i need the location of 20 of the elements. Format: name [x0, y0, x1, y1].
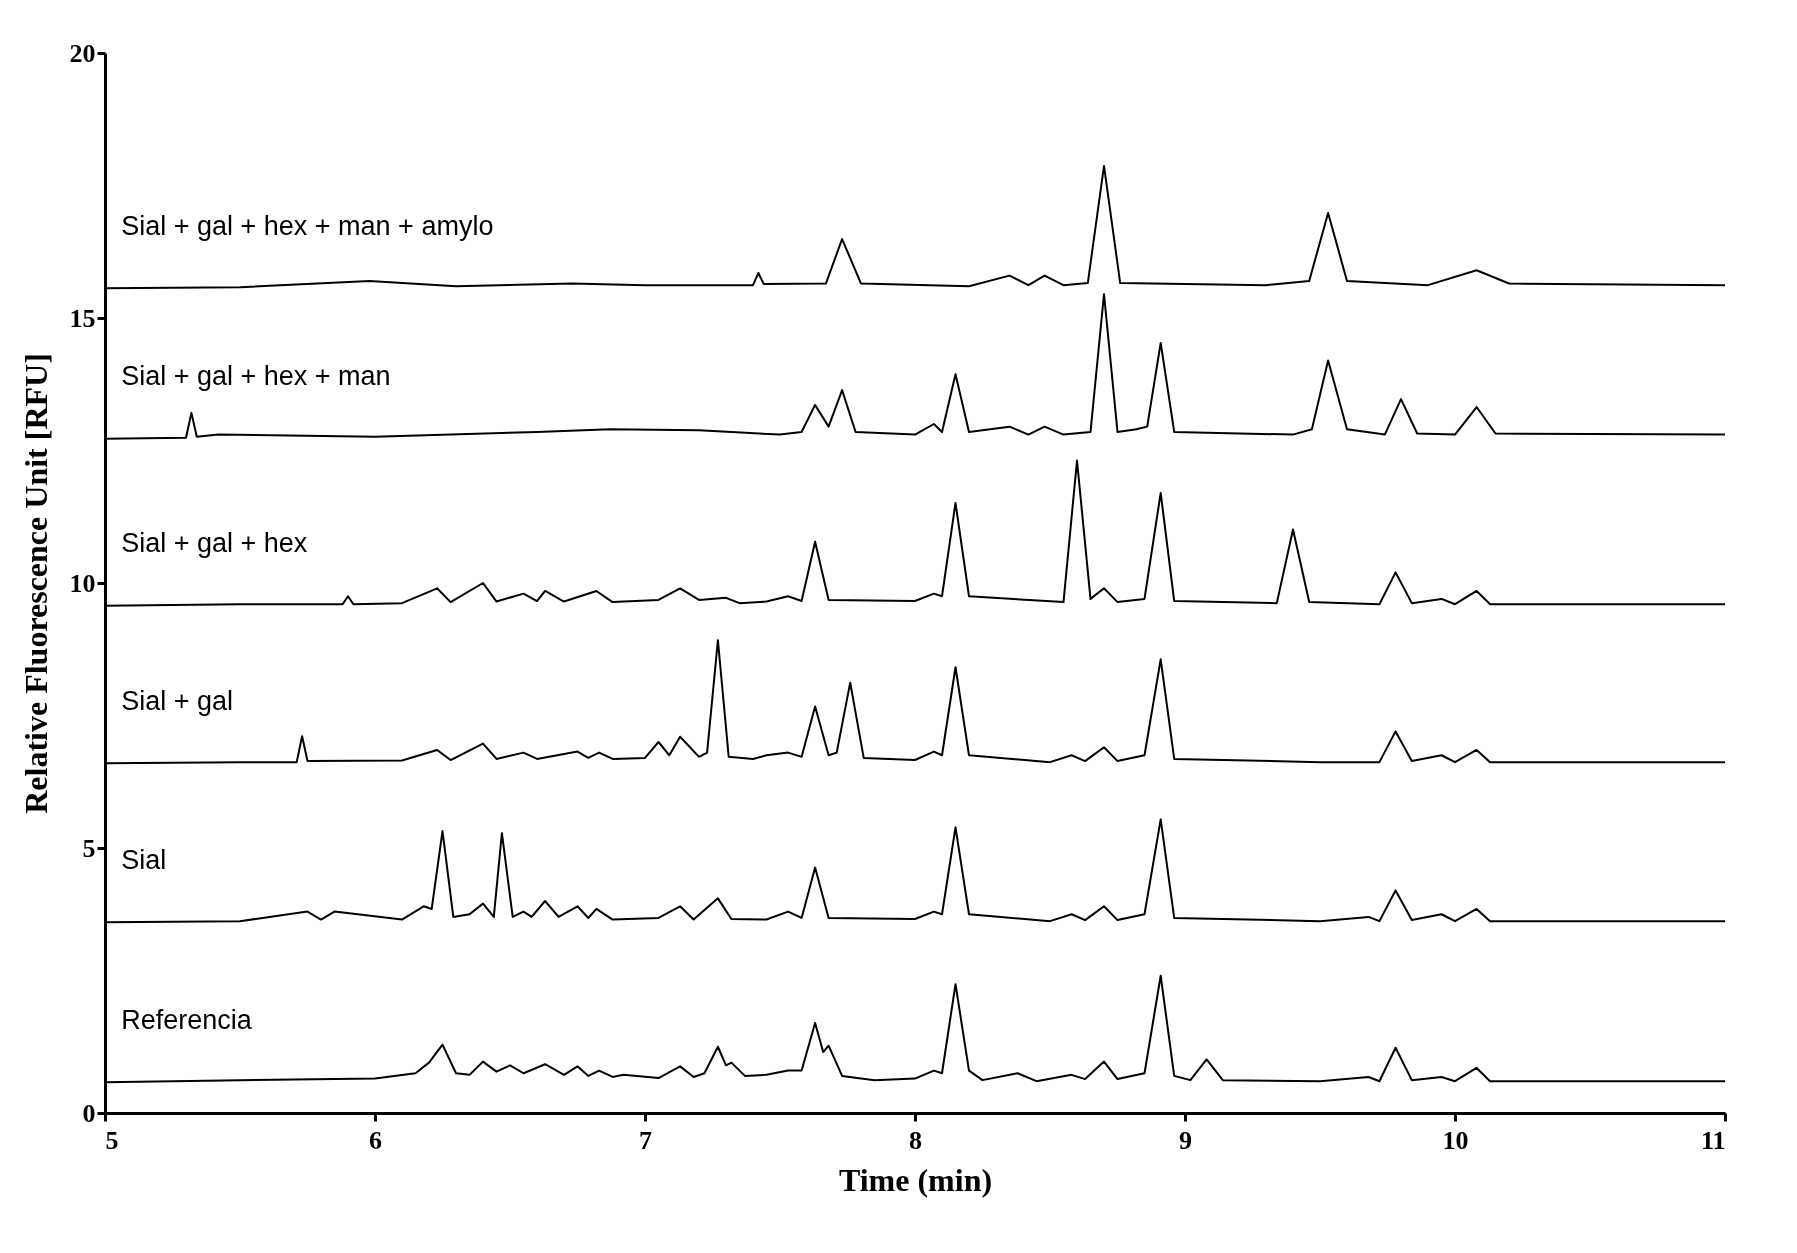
series-label: Referencia	[121, 1004, 253, 1035]
x-tick-label: 5	[105, 1125, 119, 1155]
x-tick-label: 6	[369, 1125, 382, 1155]
x-axis-title: Time (min)	[838, 1161, 993, 1198]
x-tick-label: 7	[639, 1125, 652, 1155]
y-axis-title: Relative Fluorescence Unit [RFU]	[17, 353, 54, 814]
series-label: Sial + gal	[121, 685, 234, 716]
y-tick-label: 20	[69, 38, 96, 68]
series-label: Sial + gal + hex	[121, 528, 308, 559]
x-tick-label: 10	[1442, 1125, 1469, 1155]
series-label: Sial + gal + hex + man + amylo	[121, 210, 494, 241]
x-tick-label: 8	[909, 1125, 922, 1155]
x-tick-label: 11	[1700, 1125, 1726, 1155]
y-tick-label: 5	[82, 833, 96, 863]
series-label: Sial + gal + hex + man	[121, 361, 391, 392]
y-tick-label: 0	[82, 1098, 96, 1128]
y-tick-label: 15	[69, 303, 96, 333]
y-tick-label: 10	[69, 568, 96, 598]
x-tick-label: 9	[1179, 1125, 1192, 1155]
series-label: Sial	[121, 844, 167, 875]
